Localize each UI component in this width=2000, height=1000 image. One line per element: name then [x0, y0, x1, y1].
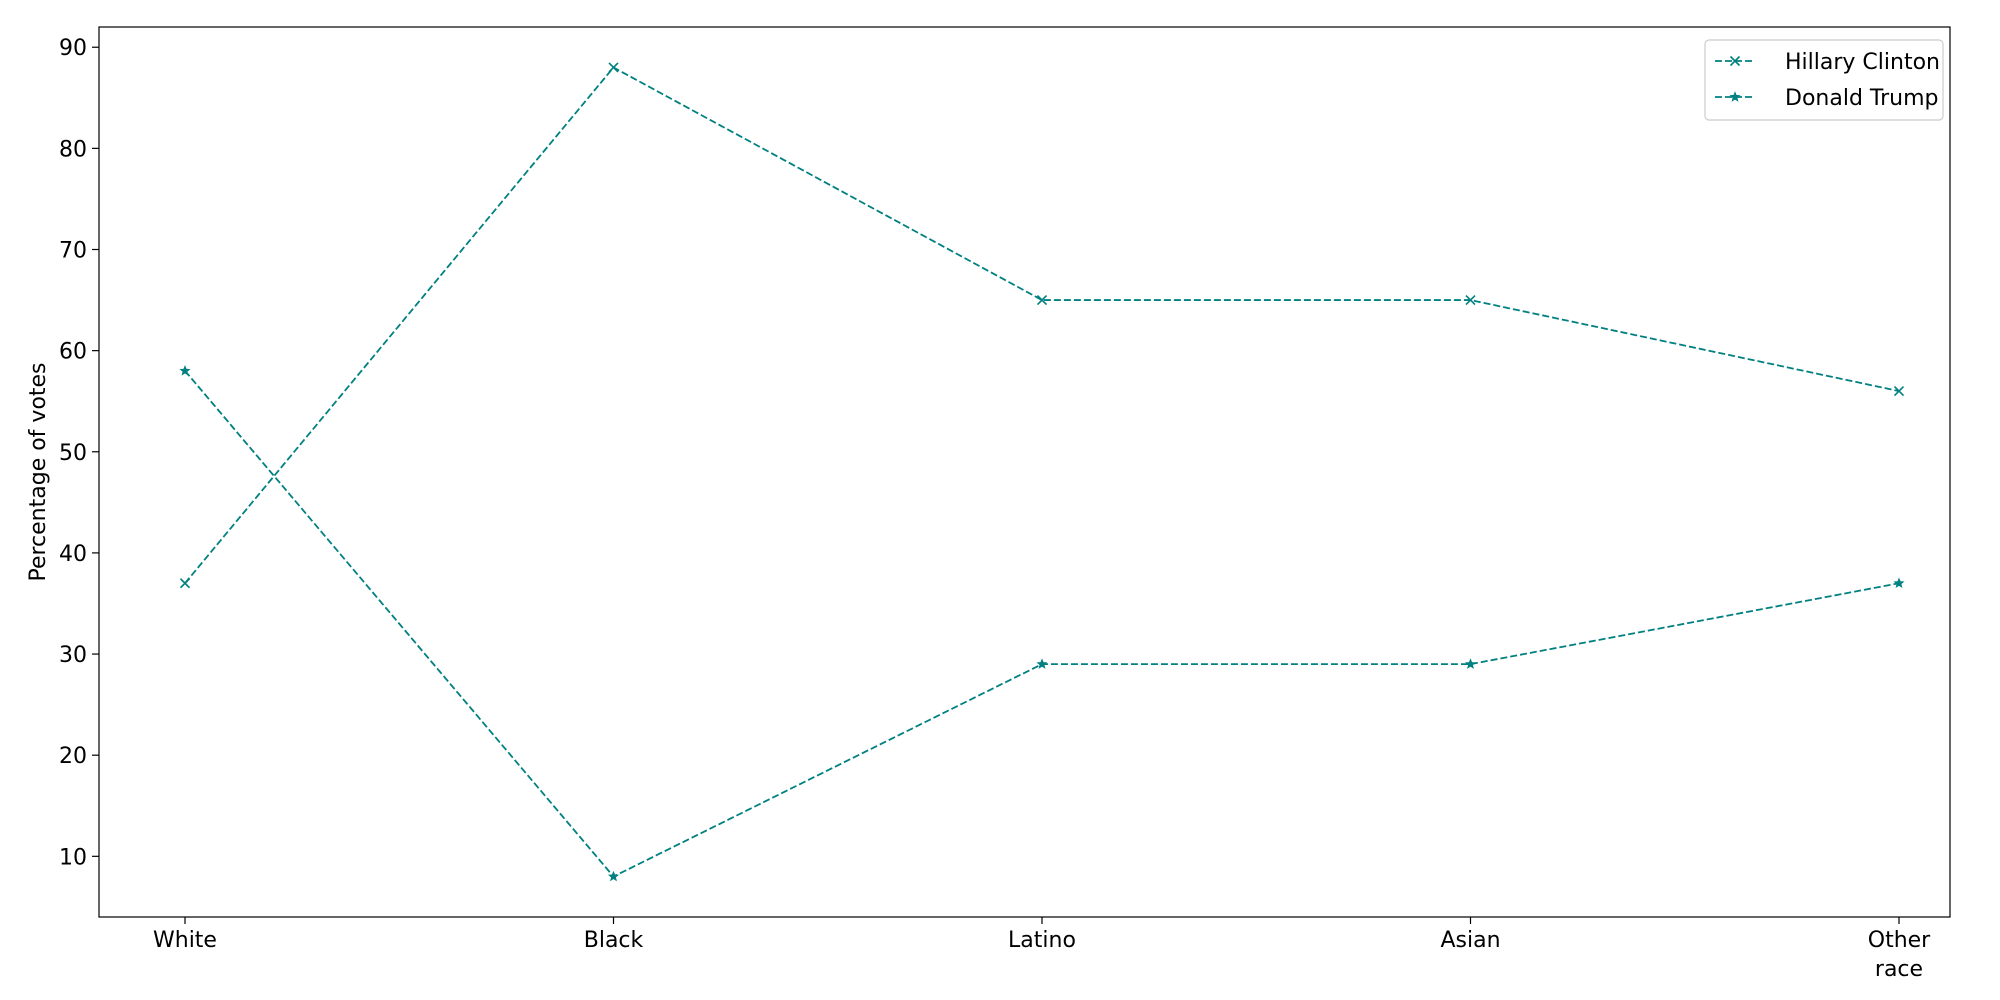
data-point: [607, 870, 620, 882]
legend-entry: Hillary Clinton: [1715, 50, 1940, 75]
legend-entry: Donald Trump: [1715, 86, 1938, 111]
x-tick-label: White: [153, 928, 217, 953]
x-tick-label: Other race: [1868, 928, 1931, 982]
series-donald-trump: [179, 365, 1905, 882]
data-point: [1465, 295, 1476, 306]
y-tick-label: 20: [59, 744, 87, 769]
legend-label: Donald Trump: [1785, 86, 1938, 111]
series-line: [184, 66, 1900, 584]
y-tick-label: 70: [59, 239, 87, 264]
series-hillary-clinton: [179, 62, 1905, 589]
y-tick-label: 60: [59, 340, 87, 365]
data-point: [1893, 386, 1905, 397]
plot-area: [179, 62, 1905, 882]
data-point: [1464, 658, 1477, 669]
y-tick-label: 80: [59, 137, 87, 162]
data-point: [1893, 577, 1905, 588]
y-tick-label: 40: [59, 542, 87, 567]
data-point: [608, 62, 619, 73]
y-axis-label: Percentage of votes: [26, 362, 51, 581]
x-tick-label: Black: [584, 928, 644, 953]
x-tick-label: Latino: [1008, 928, 1076, 953]
y-tick-label: 30: [59, 643, 87, 668]
data-point: [1036, 295, 1048, 306]
data-point: [179, 365, 191, 376]
y-tick-label: 10: [59, 845, 87, 870]
legend-marker: [1729, 91, 1741, 102]
axes: 10 20 30 40 50 60 70 80 90 White Black Latino Asian O…: [59, 36, 1931, 982]
legend-marker: [1729, 55, 1741, 67]
legend-label: Hillary Clinton: [1785, 50, 1940, 75]
legend-box: [1704, 39, 1944, 121]
y-tick-label: 50: [59, 441, 87, 466]
data-point: [1036, 658, 1048, 669]
y-tick-label: 90: [59, 36, 87, 61]
data-point: [179, 578, 191, 589]
plot-frame: [98, 26, 1951, 918]
x-tick-label: Asian: [1440, 928, 1500, 953]
legend: Hillary Clinton Donald Trump: [1704, 39, 1944, 121]
